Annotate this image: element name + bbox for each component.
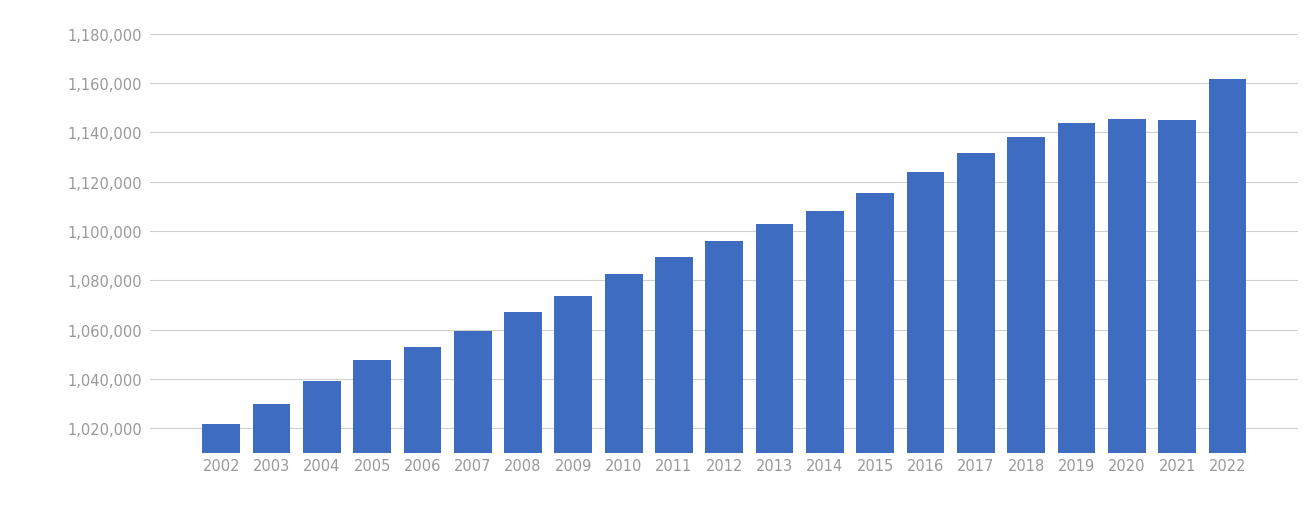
- Bar: [907, 173, 945, 453]
- Bar: [303, 381, 341, 453]
- Bar: [756, 224, 793, 453]
- Bar: [403, 348, 441, 453]
- Bar: [555, 297, 592, 453]
- Bar: [253, 404, 290, 453]
- Bar: [604, 275, 642, 453]
- Bar: [856, 193, 894, 453]
- Bar: [1159, 121, 1195, 453]
- Bar: [706, 241, 743, 453]
- Bar: [655, 258, 693, 453]
- Bar: [1057, 123, 1095, 453]
- Bar: [957, 154, 994, 453]
- Bar: [1007, 138, 1045, 453]
- Bar: [806, 212, 844, 453]
- Bar: [354, 361, 392, 453]
- Bar: [1108, 120, 1146, 453]
- Bar: [504, 313, 542, 453]
- Bar: [454, 331, 492, 453]
- Bar: [202, 425, 240, 453]
- Bar: [1208, 80, 1246, 453]
